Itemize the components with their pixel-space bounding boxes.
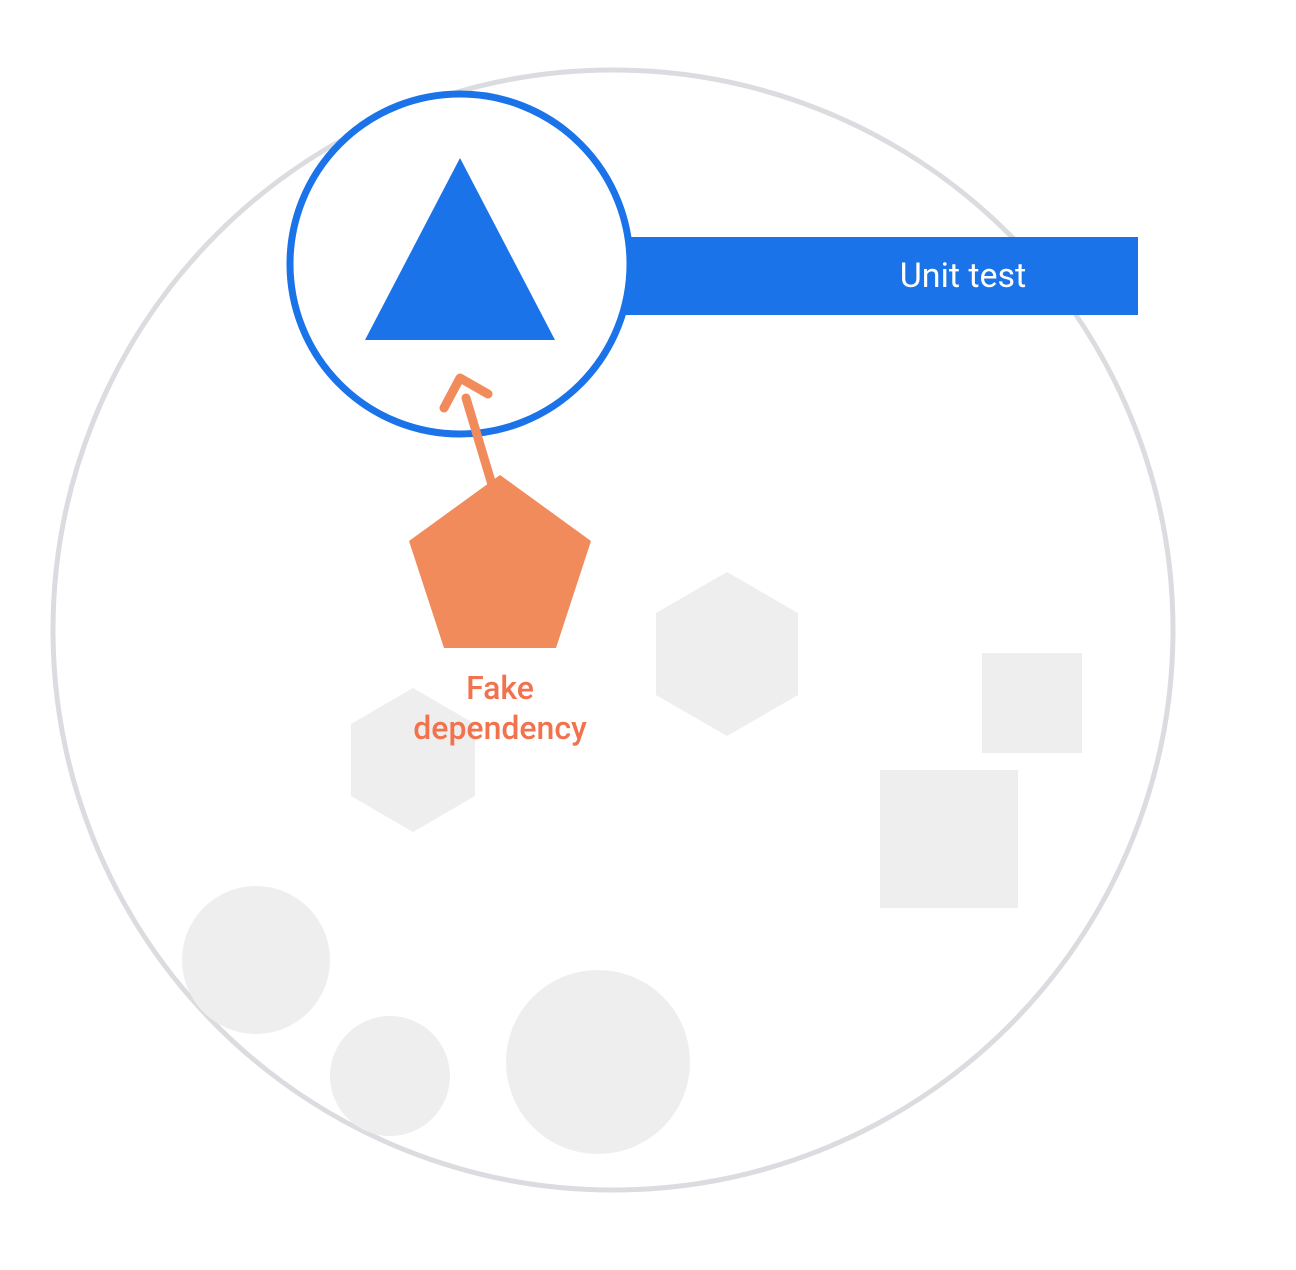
bg-circle bbox=[506, 970, 690, 1154]
bg-square bbox=[982, 653, 1082, 753]
fake-dependency-label-line2: dependency bbox=[380, 708, 620, 748]
diagram-canvas bbox=[0, 0, 1296, 1270]
bg-hexagon bbox=[656, 572, 798, 736]
fake-dependency-label: Fake dependency bbox=[380, 668, 620, 748]
fake-dependency-label-line1: Fake bbox=[380, 668, 620, 708]
unit-test-label-text: Unit test bbox=[900, 256, 1026, 296]
background-shapes bbox=[182, 572, 1082, 1154]
unit-test-label: Unit test bbox=[618, 237, 1138, 315]
bg-circle bbox=[182, 886, 330, 1034]
fake-dependency-pentagon-icon bbox=[409, 475, 591, 648]
bg-circle bbox=[330, 1016, 450, 1136]
bg-square bbox=[880, 770, 1018, 908]
dependency-arrow-icon bbox=[444, 378, 496, 498]
